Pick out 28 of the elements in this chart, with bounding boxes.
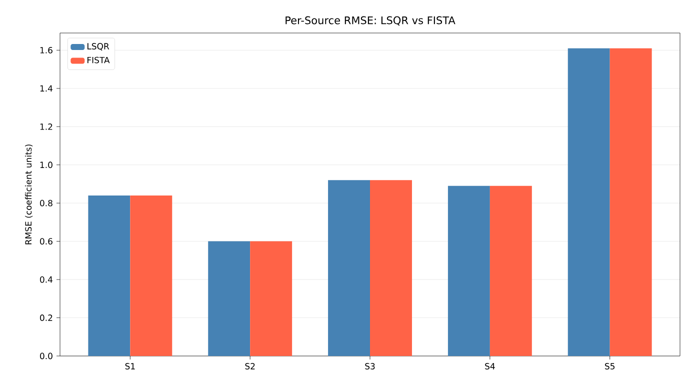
y-tick-label: 1.6 (40, 46, 52, 54)
legend-label: FISTA (87, 56, 110, 64)
x-tick-label: S5 (605, 363, 614, 370)
y-tick-label: 0.4 (40, 276, 52, 283)
x-tick-label: S1 (125, 363, 135, 370)
y-tick-label: 0.8 (40, 200, 52, 206)
bar (610, 48, 652, 356)
bar (370, 180, 412, 356)
bar (490, 186, 532, 356)
x-tick-label: S4 (485, 363, 495, 370)
y-tick-label: 1.2 (40, 123, 52, 130)
x-tick-label: S2 (245, 363, 255, 370)
y-tick-label: 0.2 (40, 314, 52, 321)
bar (250, 241, 292, 356)
bar (88, 195, 130, 356)
bar (328, 180, 370, 356)
bar (130, 195, 172, 356)
legend-label: LSQR (87, 43, 110, 50)
x-tick-label: S3 (365, 363, 375, 370)
chart-title: Per-Source RMSE: LSQR vs FISTA (286, 16, 456, 26)
bar (208, 241, 250, 356)
bar (448, 186, 490, 356)
y-tick-label: 1.0 (40, 162, 52, 168)
y-axis-title: RMSE (coefficient units) (25, 144, 33, 244)
bar (568, 48, 610, 356)
y-tick-label: 0.0 (40, 352, 52, 360)
y-tick-label: 1.4 (40, 85, 52, 92)
y-tick-label: 0.6 (40, 238, 52, 245)
